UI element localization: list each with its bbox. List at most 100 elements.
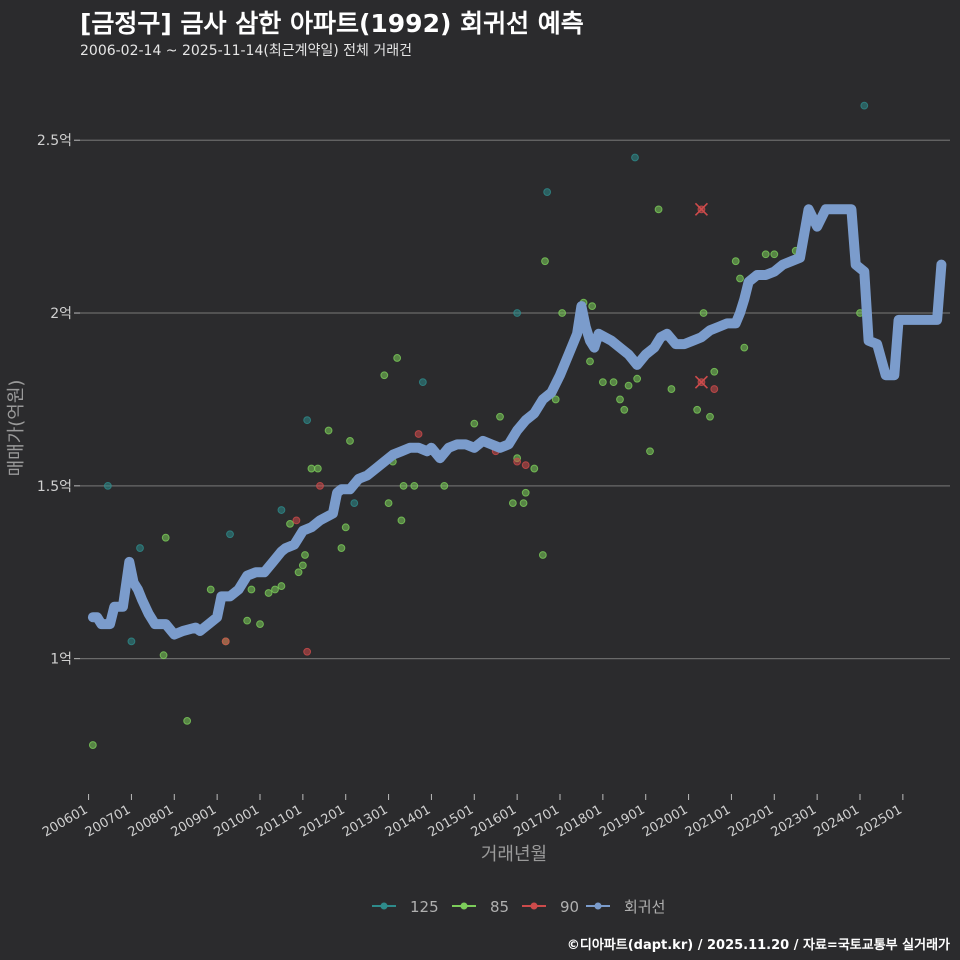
data-point-85 — [307, 464, 316, 473]
regression-line-path — [87, 204, 947, 640]
data-point-85 — [530, 464, 539, 473]
y-axis-ticks: 1억 1.5억 2억 2.5억 — [37, 133, 80, 668]
x-tick-label: 201201 — [297, 802, 347, 840]
x-tick-label: 200801 — [126, 802, 176, 840]
y-tick-label: 1.5억 — [37, 479, 72, 495]
data-point-85 — [667, 385, 676, 393]
data-point-85 — [519, 499, 528, 508]
x-tick-label: 202001 — [640, 802, 690, 840]
data-point-85 — [294, 568, 303, 577]
chart-subtitle: 2006-02-14 ~ 2025-11-14(최근계약일) 전체 거래건 — [80, 43, 412, 59]
data-point-85 — [699, 309, 708, 317]
x-tick-label: 201901 — [597, 802, 647, 840]
x-tick-label: 200701 — [83, 802, 133, 840]
x-tick-label: 202501 — [854, 802, 904, 840]
data-point-90 — [513, 457, 522, 466]
source-caption: ©디아파트(dapt.kr) / 2025.11.20 / 자료=국토교통부 실… — [566, 938, 950, 953]
data-point-85 — [277, 582, 286, 590]
data-point-85 — [588, 302, 597, 311]
data-point-85 — [710, 367, 719, 376]
data-point-125 — [418, 378, 427, 387]
data-point-85 — [264, 589, 273, 597]
legend-label: 회귀선 — [624, 898, 665, 916]
data-point-85 — [706, 412, 714, 421]
data-point-85 — [440, 481, 449, 490]
data-point-90 — [292, 516, 301, 525]
y-axis-title: 매매가(억원) — [6, 380, 27, 477]
data-point-85 — [380, 371, 389, 380]
data-point-90 — [710, 385, 719, 393]
data-point-85 — [609, 378, 618, 387]
x-tick-label: 201801 — [554, 802, 604, 840]
data-point-90 — [414, 430, 423, 438]
data-point-85 — [740, 343, 749, 352]
legend-item-회귀선: 회귀선 — [586, 898, 665, 916]
data-point-85 — [271, 585, 279, 594]
outlier-marker — [694, 375, 708, 389]
data-point-85 — [247, 585, 256, 594]
x-tick-label: 201701 — [512, 802, 562, 840]
data-point-85 — [313, 464, 322, 473]
legend-swatch-dot — [460, 902, 468, 910]
data-point-85 — [731, 257, 740, 266]
data-point-85 — [341, 523, 350, 532]
data-point-85 — [508, 499, 517, 508]
data-point-85 — [337, 544, 346, 552]
y-tick-label: 1억 — [50, 652, 72, 668]
data-point-85 — [346, 437, 354, 445]
x-tick-label: 202201 — [726, 802, 776, 840]
data-point-125 — [303, 416, 312, 425]
legend-label: 85 — [490, 898, 509, 916]
data-point-85 — [256, 620, 264, 628]
data-point-85 — [397, 516, 406, 525]
x-tick-label: 201501 — [426, 802, 476, 840]
legend-swatch-dot — [380, 902, 388, 910]
x-tick-label: 200601 — [40, 802, 90, 840]
data-point-85 — [161, 533, 170, 542]
legend: 125 85 90 회귀선 — [372, 898, 665, 916]
x-tick-label: 201301 — [340, 802, 390, 840]
data-point-90 — [521, 461, 530, 470]
x-tick-label: 202301 — [769, 802, 819, 840]
data-point-85 — [633, 374, 642, 383]
data-point-85 — [586, 357, 594, 366]
data-point-85 — [286, 519, 294, 528]
data-point-85 — [410, 481, 419, 490]
data-point-90 — [303, 647, 312, 656]
data-point-125 — [277, 506, 286, 514]
x-axis-ticks: 2006012007012008012009012010012011012012… — [40, 794, 905, 840]
data-point-85 — [654, 205, 663, 214]
data-point-85 — [551, 395, 560, 404]
data-point-85 — [736, 274, 744, 283]
data-point-85 — [384, 499, 393, 508]
data-point-85 — [646, 447, 654, 456]
legend-swatch-dot — [594, 902, 602, 910]
data-point-85 — [206, 585, 215, 594]
data-point-85 — [470, 419, 479, 428]
x-tick-label: 202101 — [683, 802, 733, 840]
y-tick-label: 2억 — [50, 306, 72, 322]
x-tick-label: 200901 — [169, 802, 219, 840]
data-point-85 — [301, 551, 309, 559]
data-point-85 — [88, 741, 97, 749]
data-point-125 — [513, 309, 522, 317]
legend-item-90: 90 — [522, 898, 579, 916]
data-point-125 — [860, 101, 869, 110]
data-point-85 — [538, 551, 547, 559]
data-point-85 — [298, 561, 307, 570]
chart-title: [금정구] 금사 삼한 아파트(1992) 회귀선 예측 — [80, 9, 584, 38]
x-tick-label: 201101 — [254, 802, 304, 840]
data-point-85 — [616, 395, 624, 404]
x-tick-label: 202401 — [812, 802, 862, 840]
data-point-90 — [316, 481, 324, 490]
data-point-85 — [558, 309, 567, 317]
data-point-85 — [598, 378, 607, 387]
data-point-125 — [103, 481, 112, 490]
data-point-85 — [399, 481, 408, 490]
data-point-85 — [693, 405, 702, 414]
legend-swatch-dot — [530, 902, 538, 910]
x-tick-label: 201601 — [469, 802, 519, 840]
scatter-points — [88, 101, 869, 749]
legend-item-125: 125 — [372, 898, 439, 916]
